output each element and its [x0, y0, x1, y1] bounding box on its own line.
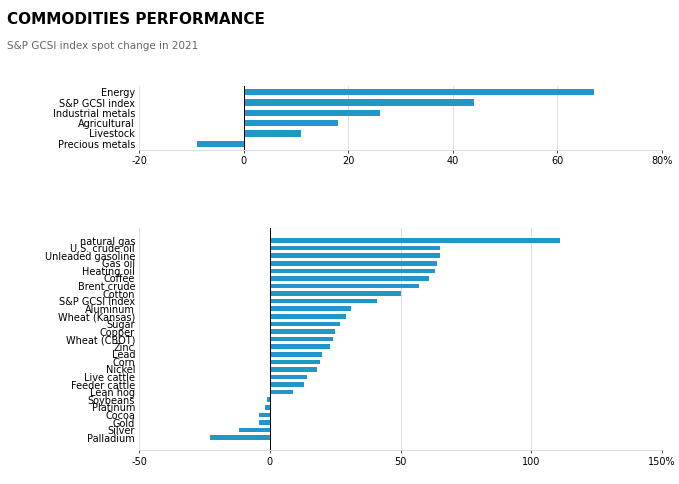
Bar — [197, 141, 244, 148]
Bar — [244, 131, 301, 137]
Text: S&P GCSI index spot change in 2021: S&P GCSI index spot change in 2021 — [7, 41, 198, 51]
Bar — [270, 322, 340, 327]
Bar — [270, 337, 333, 342]
Bar — [244, 100, 474, 106]
Bar — [270, 330, 335, 334]
Bar — [210, 436, 270, 440]
Bar — [270, 307, 351, 311]
Bar — [270, 276, 429, 281]
Bar — [268, 398, 270, 402]
Bar — [259, 413, 270, 417]
Bar — [270, 299, 377, 304]
Bar — [270, 390, 293, 394]
Bar — [244, 90, 594, 96]
Bar — [244, 121, 338, 127]
Bar — [270, 382, 304, 387]
Bar — [270, 269, 435, 273]
Bar — [270, 360, 320, 364]
Bar — [265, 405, 270, 410]
Bar — [259, 421, 270, 425]
Text: COMMODITIES PERFORMANCE: COMMODITIES PERFORMANCE — [7, 12, 265, 27]
Bar — [270, 254, 440, 258]
Bar — [270, 367, 317, 372]
Bar — [270, 315, 346, 319]
Bar — [270, 375, 306, 379]
Bar — [270, 345, 330, 349]
Bar — [238, 428, 270, 433]
Bar — [270, 352, 322, 357]
Bar — [270, 261, 437, 266]
Bar — [244, 110, 380, 117]
Bar — [270, 284, 419, 288]
Bar — [270, 246, 440, 251]
Bar — [270, 292, 401, 296]
Bar — [270, 239, 560, 243]
